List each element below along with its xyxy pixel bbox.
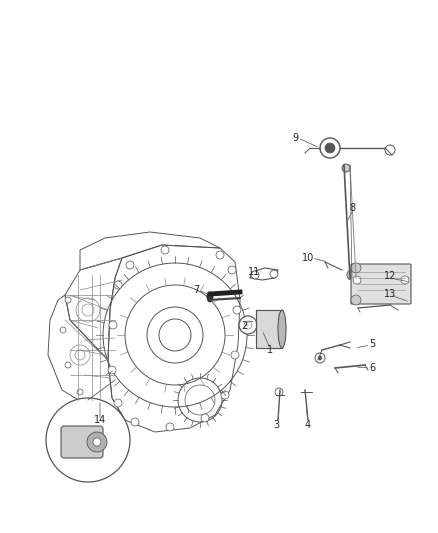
Circle shape xyxy=(342,164,350,172)
Text: 11: 11 xyxy=(248,267,260,277)
Circle shape xyxy=(231,351,239,359)
Circle shape xyxy=(95,405,101,411)
FancyBboxPatch shape xyxy=(351,264,411,304)
Circle shape xyxy=(60,327,66,333)
Circle shape xyxy=(320,138,340,158)
Circle shape xyxy=(401,276,409,284)
Circle shape xyxy=(201,414,209,422)
Circle shape xyxy=(318,356,322,360)
Circle shape xyxy=(228,266,236,274)
Circle shape xyxy=(385,145,395,155)
Circle shape xyxy=(93,438,101,446)
Circle shape xyxy=(87,432,107,452)
Circle shape xyxy=(347,270,357,280)
Circle shape xyxy=(221,391,229,399)
Ellipse shape xyxy=(207,292,213,302)
Circle shape xyxy=(239,316,257,334)
Circle shape xyxy=(251,271,259,279)
Circle shape xyxy=(270,270,278,278)
Circle shape xyxy=(77,389,83,395)
Text: 5: 5 xyxy=(369,339,375,349)
Circle shape xyxy=(46,398,130,482)
Circle shape xyxy=(216,251,224,259)
Text: 12: 12 xyxy=(384,271,396,281)
Circle shape xyxy=(114,281,122,289)
Text: 6: 6 xyxy=(369,363,375,373)
Circle shape xyxy=(114,399,122,407)
Circle shape xyxy=(109,321,117,329)
Circle shape xyxy=(325,143,335,153)
Circle shape xyxy=(351,263,361,273)
Text: 7: 7 xyxy=(193,285,199,295)
Text: 1: 1 xyxy=(267,345,273,355)
Circle shape xyxy=(161,246,169,254)
Circle shape xyxy=(108,366,116,374)
Text: 2: 2 xyxy=(241,321,247,331)
Ellipse shape xyxy=(278,310,286,348)
Text: 9: 9 xyxy=(292,133,298,143)
Circle shape xyxy=(351,295,361,305)
Text: 4: 4 xyxy=(305,420,311,430)
Circle shape xyxy=(65,297,71,303)
Circle shape xyxy=(353,276,361,284)
Circle shape xyxy=(131,418,139,426)
Circle shape xyxy=(233,306,241,314)
Text: 3: 3 xyxy=(273,420,279,430)
Circle shape xyxy=(65,362,71,368)
Text: 10: 10 xyxy=(302,253,314,263)
Circle shape xyxy=(126,261,134,269)
FancyBboxPatch shape xyxy=(61,426,103,458)
Circle shape xyxy=(315,353,325,363)
Circle shape xyxy=(166,423,174,431)
Text: 8: 8 xyxy=(349,203,355,213)
Circle shape xyxy=(275,388,283,396)
Text: 13: 13 xyxy=(384,289,396,299)
Text: 14: 14 xyxy=(94,415,106,425)
